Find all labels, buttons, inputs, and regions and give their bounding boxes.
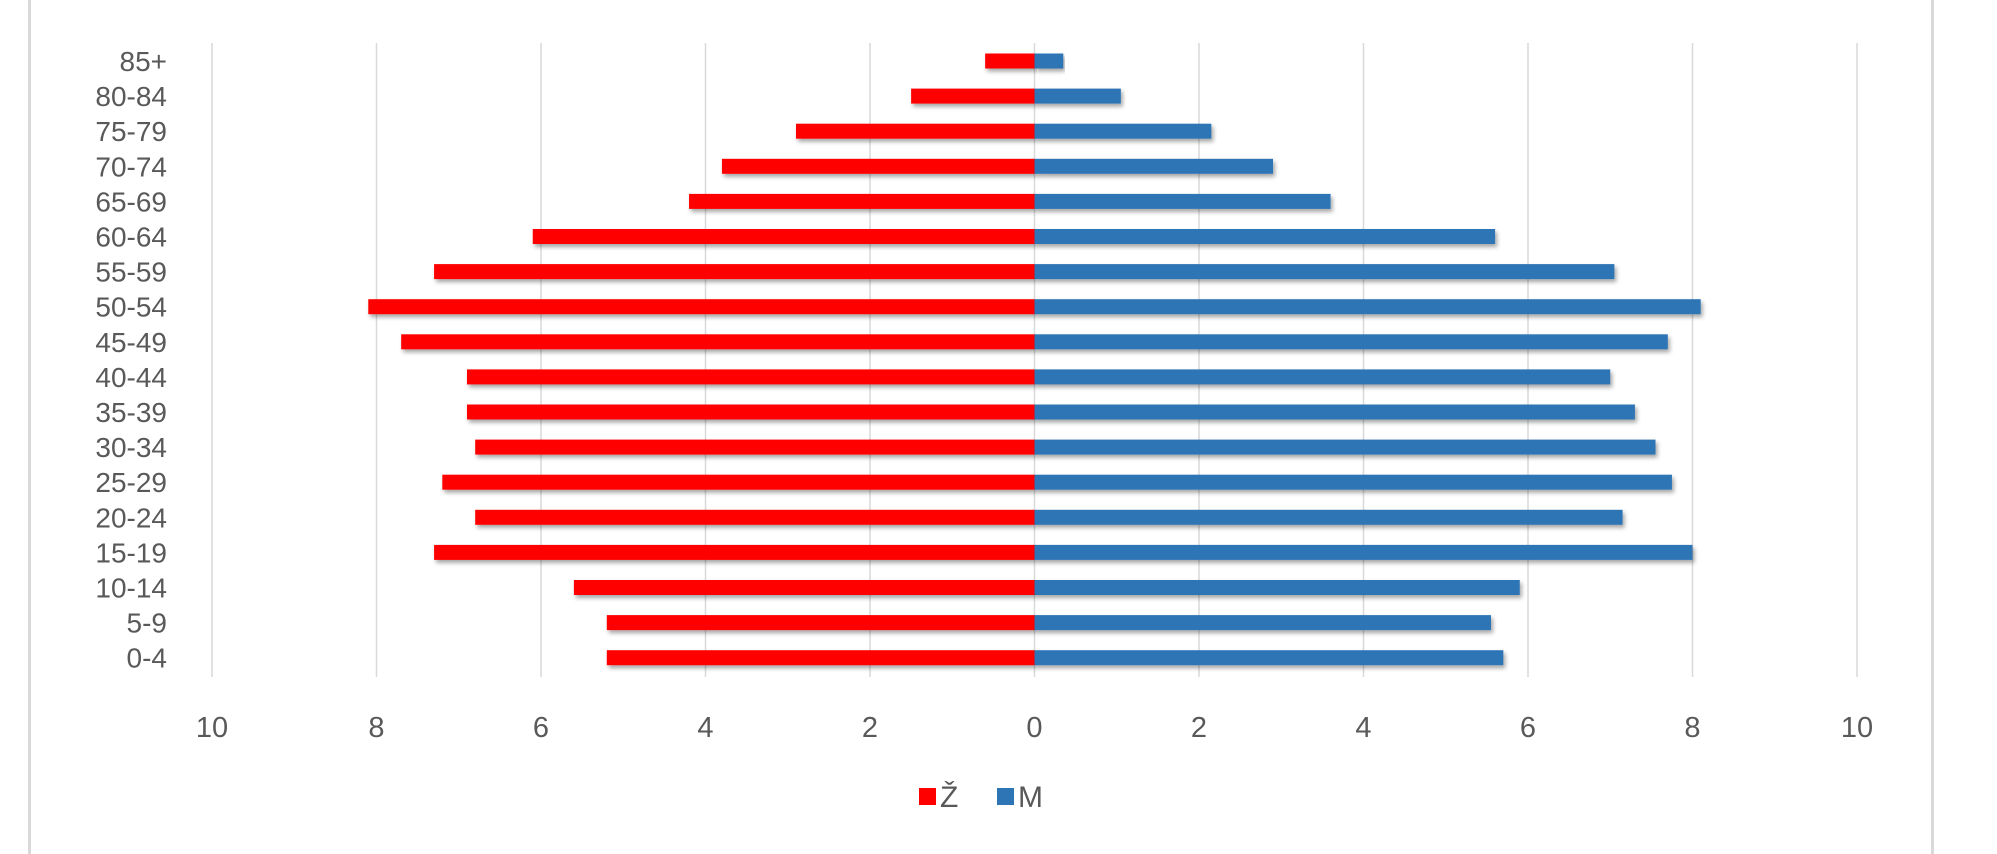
x-tick-label: 2	[1191, 712, 1207, 744]
x-tick-label: 6	[1520, 712, 1536, 744]
category-label: 65-69	[95, 186, 167, 217]
bar-zene	[368, 299, 1035, 315]
bar-zene	[721, 158, 1035, 174]
category-axis-labels: 85+ 80-84 75-79 70-74 65-69 60-64 55-59 50-54 45…	[95, 46, 167, 674]
bar-muzi	[1034, 229, 1496, 244]
bars	[368, 53, 1701, 666]
value-axis-tick-labels: 10 8 6 4 2 0 2 4 6 8 10	[196, 712, 1873, 744]
category-label: 55-59	[95, 257, 167, 288]
bar-muzi	[1034, 334, 1668, 350]
category-label: 60-64	[95, 222, 167, 253]
category-label: 35-39	[95, 397, 167, 428]
bar-muzi	[1034, 264, 1615, 280]
bar-muzi	[1034, 123, 1212, 139]
bar-muzi	[1034, 158, 1274, 174]
bar-muzi	[1034, 299, 1701, 315]
x-tick-label: 6	[533, 712, 549, 744]
bar-muzi	[1034, 404, 1635, 420]
bar-muzi	[1034, 544, 1693, 560]
legend-label: Ž	[940, 781, 958, 814]
bar-zene	[401, 334, 1035, 350]
category-label: 40-44	[95, 362, 167, 393]
category-label: 80-84	[95, 81, 167, 112]
category-label: 30-34	[95, 432, 167, 463]
category-label: 5-9	[127, 608, 167, 639]
x-tick-label: 8	[368, 712, 384, 744]
x-tick-label: 4	[697, 712, 713, 744]
bar-zene	[795, 123, 1035, 139]
category-label: 50-54	[95, 292, 167, 323]
legend-label: M	[1018, 781, 1043, 814]
bar-muzi	[1034, 53, 1064, 69]
category-label: 85+	[120, 46, 168, 77]
x-tick-label: 2	[862, 712, 878, 744]
bar-muzi	[1034, 615, 1491, 631]
bar-muzi	[1034, 439, 1656, 455]
bar-muzi	[1034, 650, 1504, 666]
bar-zene	[985, 53, 1035, 69]
bar-muzi	[1034, 369, 1611, 385]
category-label: 20-24	[95, 502, 167, 533]
bar-muzi	[1034, 580, 1520, 595]
category-label: 25-29	[95, 467, 167, 498]
bar-zene	[606, 615, 1035, 631]
bar-zene	[573, 580, 1035, 595]
bar-zene	[466, 369, 1035, 385]
bar-zene	[466, 404, 1035, 420]
category-label: 75-79	[95, 116, 167, 147]
bar-zene	[689, 193, 1035, 209]
legend-swatch	[919, 788, 936, 805]
bar-zene	[475, 439, 1035, 455]
category-label: 10-14	[95, 573, 167, 604]
bar-muzi	[1034, 193, 1331, 209]
category-label: 45-49	[95, 327, 167, 358]
x-tick-label: 0	[1026, 712, 1042, 744]
legend-swatch	[997, 788, 1014, 805]
bar-zene	[442, 474, 1035, 490]
bar-muzi	[1034, 88, 1121, 104]
bar-zene	[532, 229, 1035, 244]
gridlines	[211, 43, 1858, 677]
bar-muzi	[1034, 474, 1672, 490]
x-tick-label: 8	[1684, 712, 1700, 744]
bar-zene	[911, 88, 1035, 104]
x-tick-label: 10	[196, 712, 228, 744]
bar-zene	[434, 544, 1035, 560]
bar-zene	[606, 650, 1035, 666]
x-tick-label: 10	[1841, 712, 1873, 744]
category-label: 0-4	[127, 643, 167, 674]
category-label: 70-74	[95, 151, 167, 182]
chart-frame	[28, 0, 1934, 854]
bar-muzi	[1034, 509, 1623, 525]
x-tick-label: 4	[1355, 712, 1371, 744]
category-label: 15-19	[95, 537, 167, 568]
bar-zene	[434, 264, 1035, 280]
bar-zene	[475, 509, 1035, 525]
